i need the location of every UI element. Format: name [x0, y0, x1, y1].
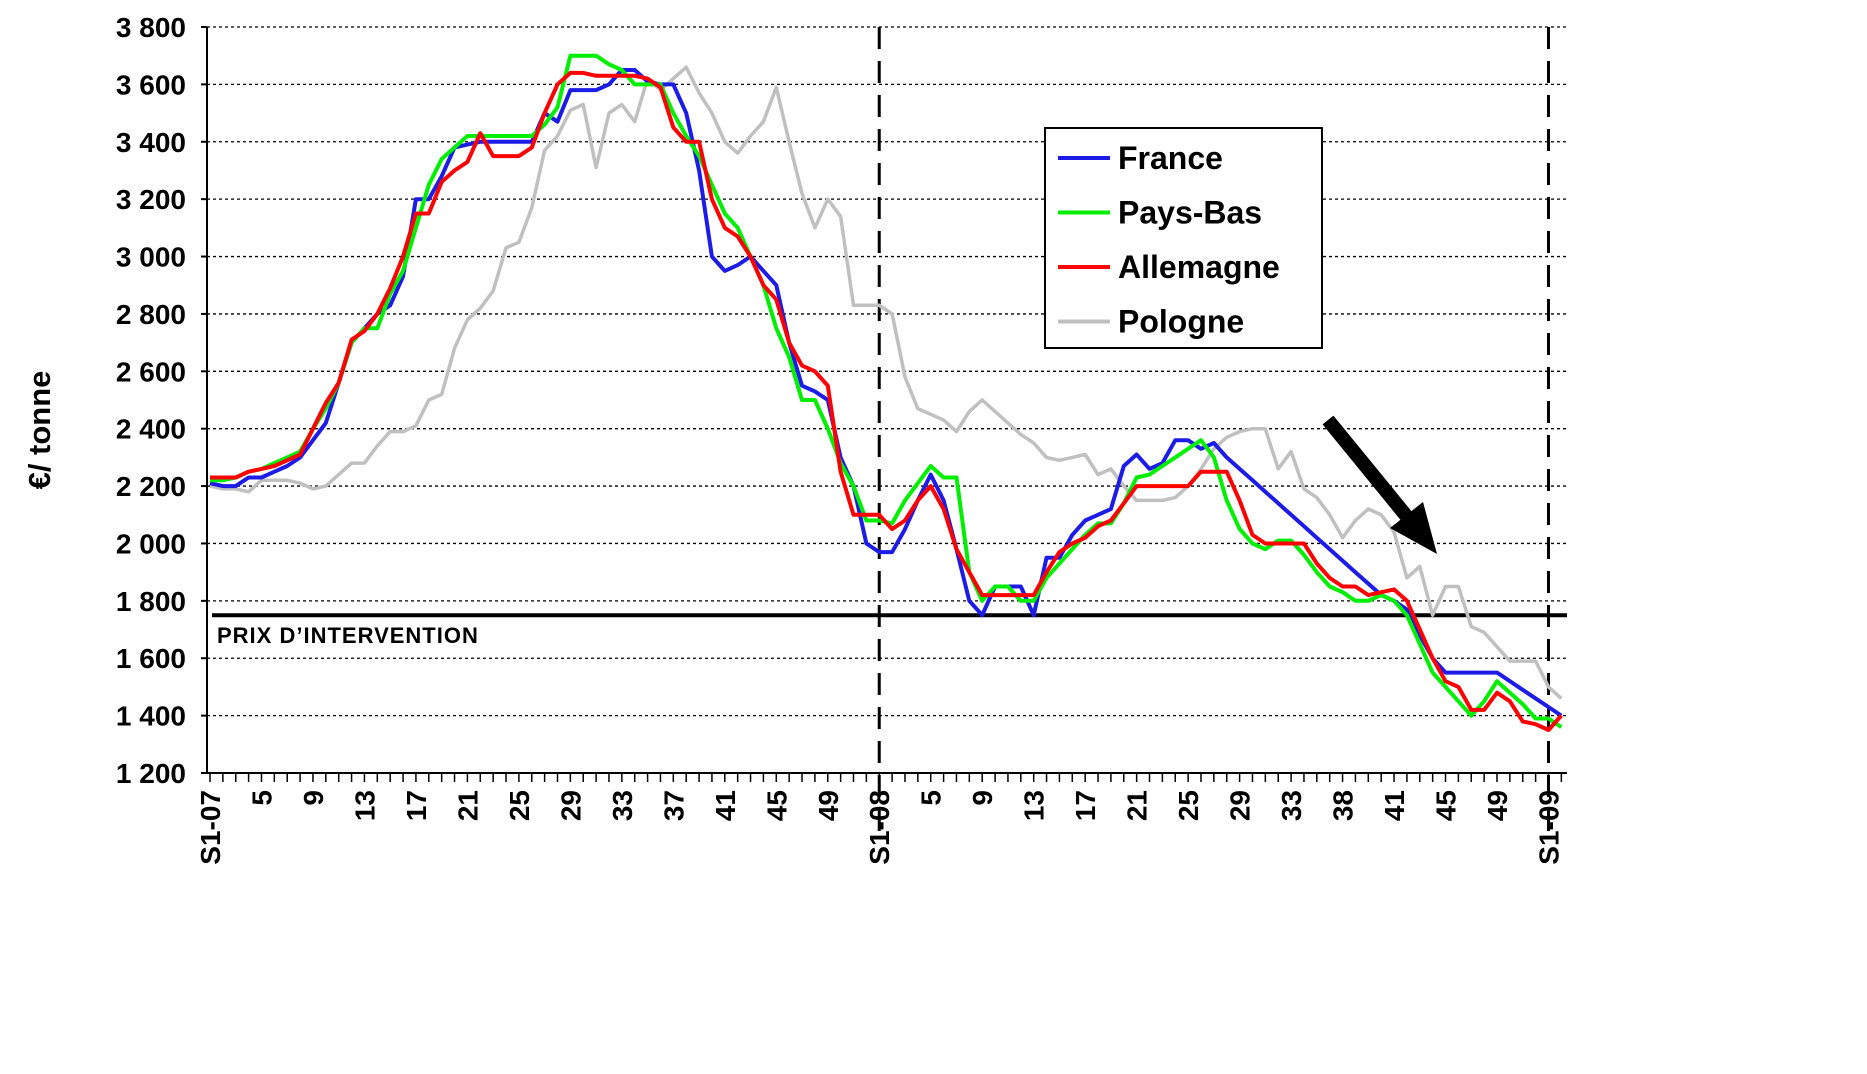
x-tick-label: 13: [349, 790, 380, 821]
y-tick-label: 1 200: [116, 758, 186, 789]
x-tick-label: 37: [658, 790, 689, 821]
x-tick-label: 29: [555, 790, 586, 821]
y-tick-label: 2 800: [116, 299, 186, 330]
y-axis-label: €/ tonne: [22, 371, 57, 490]
y-tick-label: 1 600: [116, 643, 186, 674]
x-tick-label: 41: [1379, 790, 1410, 821]
x-tick-label: 33: [607, 790, 638, 821]
x-tick-label: 29: [1225, 790, 1256, 821]
series-line: [210, 70, 1563, 732]
x-tick-label: 49: [813, 790, 844, 821]
x-tick-label: 38: [1328, 790, 1359, 821]
legend-label: Pays-Bas: [1118, 195, 1262, 231]
legend-box: [1044, 127, 1323, 349]
arrow: [1322, 415, 1437, 554]
x-tick-label: 25: [504, 790, 535, 821]
y-tick-label: 2 400: [116, 414, 186, 445]
legend-label: France: [1118, 140, 1223, 176]
y-tick-label: 3 800: [116, 12, 186, 43]
y-tick-label: 1 400: [116, 701, 186, 732]
x-tick-label: 41: [710, 790, 741, 821]
y-tick-label: 2 000: [116, 528, 186, 559]
x-tick-label: 21: [1122, 790, 1153, 821]
x-tick-label: 33: [1276, 790, 1307, 821]
x-tick-label: 17: [1070, 790, 1101, 821]
legend-label: Pologne: [1118, 304, 1244, 340]
x-tick-label: 9: [967, 790, 998, 806]
y-tick-label: 2 600: [116, 356, 186, 387]
x-tick-label: 49: [1482, 790, 1513, 821]
y-tick-label: 3 400: [116, 127, 186, 158]
y-tick-label: 3 000: [116, 242, 186, 273]
y-tick-label: 2 200: [116, 471, 186, 502]
legend-label: Allemagne: [1118, 249, 1280, 285]
x-tick-label: 45: [1431, 790, 1462, 821]
series-line: [209, 65, 1563, 700]
x-tick-label: 17: [401, 790, 432, 821]
x-tick-label: 13: [1019, 790, 1050, 821]
series-line: [209, 68, 1563, 718]
x-tick-label: 25: [1173, 790, 1204, 821]
y-tick-label: 3 600: [116, 69, 186, 100]
y-tick-label: 1 800: [116, 586, 186, 617]
x-tick-label: 45: [761, 790, 792, 821]
arrow-shaft: [1322, 415, 1414, 523]
x-tick-label: 21: [452, 790, 483, 821]
plot-area: 1 200 1 400 1 600 1 800 2 000 2 200 2 400 2 600…: [116, 12, 1567, 865]
y-tick-label: 3 200: [116, 184, 186, 215]
x-tick-label: 9: [298, 790, 329, 806]
intervention-label: PRIX D’INTERVENTION: [217, 623, 479, 648]
legend: France Pays-Bas Allemagne Pologne: [1044, 127, 1323, 349]
x-tick-label: S1-07: [195, 790, 226, 865]
x-tick-label: 5: [246, 790, 277, 806]
x-tick-label: 5: [916, 790, 947, 806]
arrow-head: [1390, 502, 1437, 554]
